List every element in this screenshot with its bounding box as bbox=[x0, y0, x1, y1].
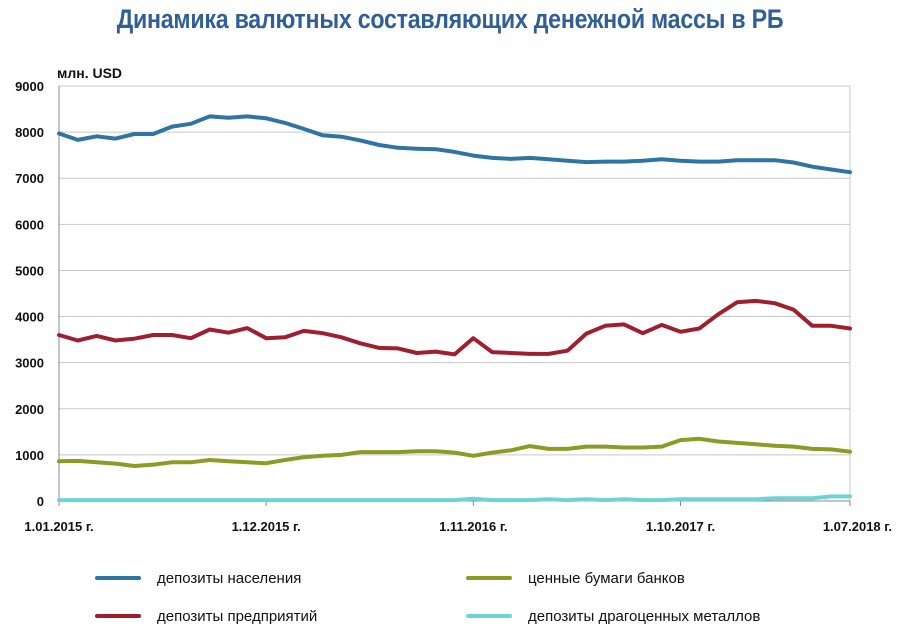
y-tick-label: 9000 bbox=[15, 79, 44, 94]
series-line-2 bbox=[57, 298, 852, 357]
y-tick-label: 4000 bbox=[15, 310, 44, 325]
x-tick-label: 1.10.2017 г. bbox=[646, 519, 715, 534]
y-tick-label: 8000 bbox=[15, 125, 44, 140]
series-line-1 bbox=[57, 114, 852, 175]
legend: депозиты населения ценные бумаги банков де… bbox=[95, 570, 760, 625]
x-tick-label: 1.01.2015 г. bbox=[24, 519, 93, 534]
y-axis-unit-label: млн. USD bbox=[57, 65, 122, 81]
y-tick-label: 6000 bbox=[15, 217, 44, 232]
legend-label: депозиты населения bbox=[157, 570, 301, 587]
legend-item: депозиты населения bbox=[95, 570, 301, 587]
series-line-4 bbox=[57, 494, 852, 503]
y-tick-labels: 0 1000 2000 3000 4000 5000 6000 7000 8000 9000 bbox=[15, 79, 44, 509]
y-tick-label: 7000 bbox=[15, 171, 44, 186]
x-tick-label: 1.12.2015 г. bbox=[232, 519, 301, 534]
legend-item: депозиты предприятий bbox=[95, 608, 317, 625]
y-tick-label: 2000 bbox=[15, 402, 44, 417]
legend-item: ценные бумаги банков bbox=[466, 570, 685, 587]
y-tick-label: 0 bbox=[37, 494, 44, 509]
x-tick-labels: 1.01.2015 г. 1.12.2015 г. 1.11.2016 г. 1.10… bbox=[24, 519, 892, 534]
chart-title: Динамика валютных составляющих денежной … bbox=[116, 4, 784, 34]
series-line-3 bbox=[57, 436, 852, 468]
legend-label: депозиты драгоценных металлов bbox=[528, 608, 760, 625]
legend-label: ценные бумаги банков bbox=[528, 570, 685, 587]
x-tick-label: 1.11.2016 г. bbox=[439, 519, 507, 534]
series-lines bbox=[57, 114, 852, 503]
y-tick-label: 5000 bbox=[15, 263, 44, 278]
x-tick-label: 1.07.2018 г. bbox=[823, 519, 892, 534]
legend-item: депозиты драгоценных металлов bbox=[466, 608, 760, 625]
y-tick-label: 3000 bbox=[15, 356, 44, 371]
grid-lines bbox=[59, 85, 851, 501]
y-tick-label: 1000 bbox=[15, 448, 44, 463]
legend-label: депозиты предприятий bbox=[157, 608, 317, 625]
